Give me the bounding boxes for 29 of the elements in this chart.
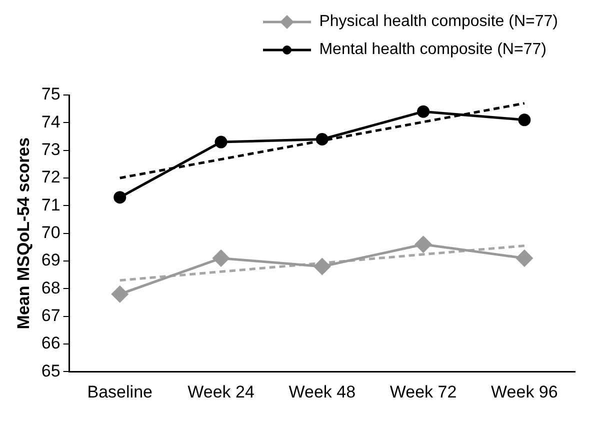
point <box>314 258 330 275</box>
y-tick-label: 70 <box>41 222 60 242</box>
x-tick-label: Week 48 <box>288 382 356 402</box>
x-tick-label: Week 24 <box>188 382 254 402</box>
y-axis-title: Mean MSQoL-54 scores <box>14 137 33 330</box>
y-tick-label: 67 <box>41 306 60 325</box>
point <box>415 236 432 253</box>
legend-label: Physical health composite (N=77) <box>319 13 558 31</box>
y-tick-label: 72 <box>41 168 60 187</box>
y-tick-label: 75 <box>41 84 60 104</box>
point <box>114 191 126 204</box>
y-tick-label: 66 <box>41 334 60 353</box>
point <box>316 133 328 146</box>
y-tick-label: 65 <box>41 361 60 380</box>
y-tick-label: 74 <box>41 112 60 132</box>
point <box>214 136 228 148</box>
point <box>518 114 531 126</box>
y-tick-label: 71 <box>41 195 60 214</box>
y-tick-label: 68 <box>41 278 60 298</box>
point <box>417 105 430 118</box>
x-tick-label: Baseline <box>87 382 152 402</box>
point <box>516 250 533 266</box>
y-tick-label: 73 <box>41 140 60 160</box>
y-tick-label: 69 <box>41 250 60 270</box>
x-tick-label: Week 96 <box>491 382 558 402</box>
point <box>212 250 230 266</box>
legend-label: Mental health composite (N=77) <box>319 41 546 59</box>
x-tick-label: Week 72 <box>390 382 457 402</box>
point <box>112 286 128 302</box>
